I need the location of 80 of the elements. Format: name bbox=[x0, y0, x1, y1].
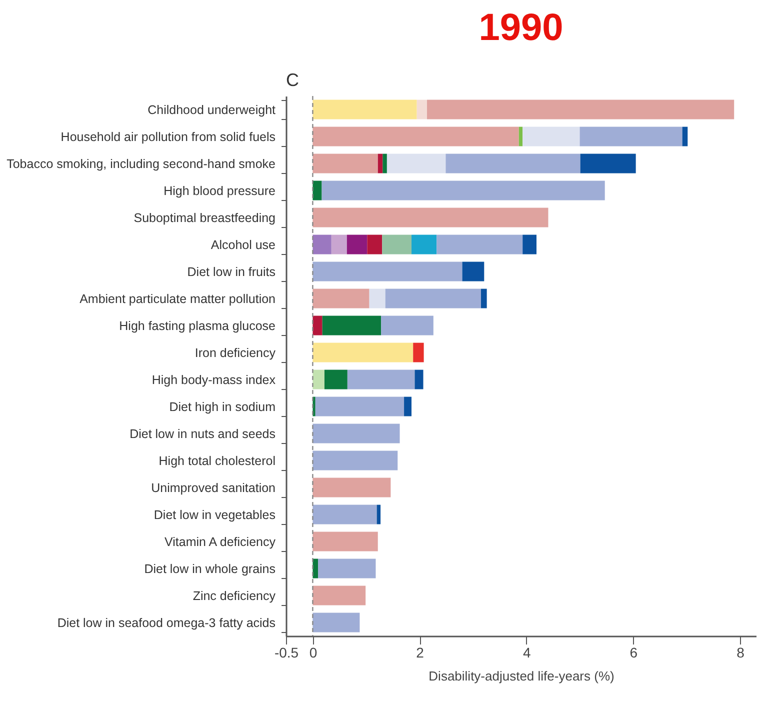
y-tick-label: Diet low in seafood omega-3 fatty acids bbox=[57, 616, 276, 630]
bar bbox=[404, 396, 412, 416]
bar bbox=[386, 154, 446, 174]
bar bbox=[312, 478, 391, 498]
bar bbox=[315, 396, 404, 416]
bar bbox=[378, 154, 383, 174]
y-tick-label: Alcohol use bbox=[210, 238, 276, 252]
y-tick-label: Childhood underweight bbox=[148, 103, 276, 117]
y-tick-label: Ambient particulate matter pollution bbox=[80, 292, 276, 306]
bar bbox=[312, 126, 519, 146]
bar bbox=[682, 126, 688, 146]
bar bbox=[318, 558, 376, 578]
y-tick-label: Household air pollution from solid fuels bbox=[60, 130, 276, 144]
y-tick-label: Diet low in vegetables bbox=[154, 508, 276, 522]
bar bbox=[312, 612, 360, 632]
bar bbox=[367, 234, 382, 254]
y-tick-label: Diet low in whole grains bbox=[144, 562, 276, 576]
bar bbox=[381, 316, 434, 336]
bar bbox=[331, 234, 347, 254]
bar bbox=[382, 154, 387, 174]
y-tick-label: Iron deficiency bbox=[194, 346, 276, 360]
bar bbox=[312, 424, 400, 444]
bar bbox=[347, 370, 415, 390]
x-tick-label: -0.5 bbox=[274, 644, 299, 660]
x-tick-label: 2 bbox=[416, 644, 424, 660]
bar bbox=[369, 288, 386, 308]
bar bbox=[580, 126, 682, 146]
bar bbox=[312, 154, 378, 174]
y-tick-label: High blood pressure bbox=[164, 184, 276, 198]
chart-title: 1990 bbox=[478, 7, 564, 49]
bar bbox=[522, 234, 536, 254]
bar bbox=[312, 316, 322, 336]
bar bbox=[436, 234, 523, 254]
bar bbox=[324, 370, 348, 390]
bar bbox=[376, 504, 381, 524]
bar bbox=[446, 154, 580, 174]
y-tick-label: Unimproved sanitation bbox=[151, 481, 276, 495]
bar bbox=[382, 234, 412, 254]
bar bbox=[522, 126, 580, 146]
y-tick-label: Diet low in fruits bbox=[187, 265, 276, 279]
y-tick-label: High body-mass index bbox=[152, 373, 276, 387]
bar bbox=[312, 208, 548, 228]
x-axis-title: Disability-adjusted life-years (%) bbox=[428, 668, 614, 684]
bar bbox=[312, 586, 366, 606]
bar bbox=[518, 126, 523, 146]
bar bbox=[414, 370, 424, 390]
y-tick-label: Diet low in nuts and seeds bbox=[130, 427, 276, 441]
bar bbox=[480, 288, 487, 308]
y-tick-label: Tobacco smoking, including second-hand smoke bbox=[6, 157, 276, 171]
x-tick-label: 4 bbox=[522, 644, 531, 660]
bar bbox=[312, 288, 370, 308]
bar bbox=[312, 234, 332, 254]
bar bbox=[412, 234, 437, 254]
bar bbox=[312, 342, 414, 362]
y-tick-label: Diet high in sodium bbox=[169, 400, 276, 414]
bar bbox=[312, 450, 398, 470]
bar bbox=[312, 504, 377, 524]
bar bbox=[322, 180, 605, 200]
y-tick-label: High fasting plasma glucose bbox=[119, 319, 276, 333]
y-tick-label: High total cholesterol bbox=[158, 454, 276, 468]
bar bbox=[462, 262, 484, 282]
bar bbox=[312, 180, 322, 200]
bar bbox=[385, 288, 481, 308]
bar bbox=[346, 234, 368, 254]
x-tick-label: 6 bbox=[630, 644, 638, 660]
y-tick-label: Vitamin A deficiency bbox=[164, 535, 276, 549]
text: C bbox=[286, 70, 299, 90]
y-tick-label: Zinc deficiency bbox=[192, 589, 276, 603]
bar bbox=[312, 262, 462, 282]
bar bbox=[312, 100, 417, 120]
x-tick-label: 8 bbox=[736, 644, 745, 660]
bar bbox=[580, 154, 636, 174]
bar bbox=[322, 316, 382, 336]
bar bbox=[312, 532, 378, 552]
bar bbox=[427, 100, 734, 120]
bar bbox=[312, 370, 324, 390]
bar bbox=[416, 100, 427, 120]
bar bbox=[413, 342, 424, 362]
x-tick-label: 0 bbox=[309, 644, 318, 660]
y-tick-label: Suboptimal breastfeeding bbox=[134, 211, 276, 225]
